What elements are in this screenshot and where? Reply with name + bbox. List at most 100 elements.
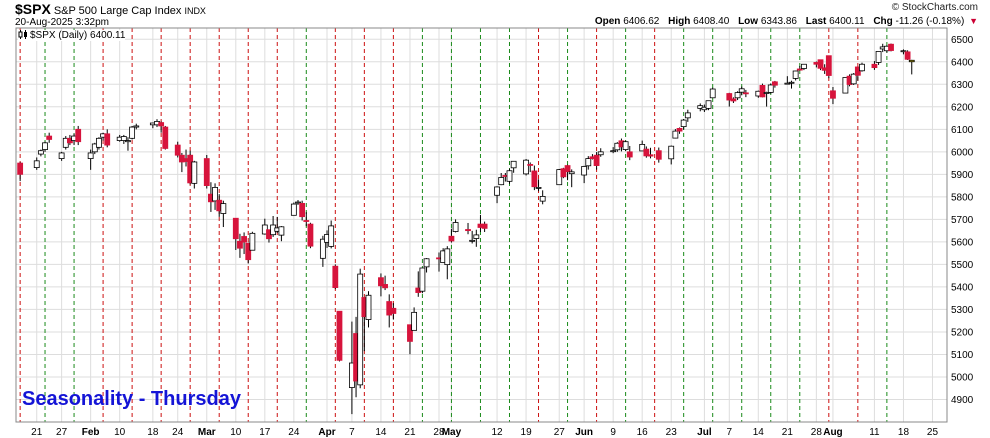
x-tick-label: 14 [753,427,765,438]
candle-body [738,88,745,93]
x-tick-label: 21 [31,427,43,438]
low-value: 6343.86 [760,16,797,27]
x-tick-label: 28 [811,427,823,438]
candle-body [771,81,778,86]
candle [332,264,339,290]
candle [477,214,484,232]
candle-body [668,145,675,160]
candle-body [830,90,836,99]
x-tick-label: 14 [375,427,387,438]
candle [564,164,571,181]
candle [904,50,911,60]
candle-body [535,187,542,189]
candle [792,70,799,81]
candle [726,92,733,107]
candle-body [104,133,111,146]
candle [523,159,529,176]
candle [680,118,687,130]
candle [129,125,136,140]
x-tick-label: 24 [288,427,300,438]
candle-body [871,63,878,69]
candle [535,179,542,192]
x-tick-label: May [442,427,462,438]
y-tick-label: 5000 [951,372,974,383]
candle-body [759,85,766,98]
x-tick-label: 23 [666,427,678,438]
candle [241,232,247,255]
candle [42,141,48,152]
candle [610,147,617,154]
candle [365,291,372,328]
x-tick-label: Jul [697,427,712,438]
candle-body [498,177,505,186]
candle [125,137,131,151]
high-label: High [668,16,691,27]
candle [494,186,500,204]
x-tick-label: 9 [610,427,616,438]
x-tick-label: 27 [56,427,68,438]
candle [510,160,517,173]
candle-body [801,63,807,69]
y-tick-label: 5500 [951,260,974,271]
candle [568,169,575,188]
candle-body [888,43,894,51]
candle-body [560,168,567,178]
chg-value: -11.26 (-0.18%) [895,16,965,27]
candle [120,134,127,144]
candle-body [452,222,459,232]
candle-body [850,73,857,85]
candle-body [245,242,252,261]
candle-body [278,226,285,236]
candle [220,200,227,228]
y-tick-label: 5800 [951,192,974,203]
candle [655,147,662,163]
x-tick-label: Apr [318,427,335,438]
candle-body [407,324,413,342]
y-axis: 4900 5000 5100 5200 5300 5400 5500 5600 5700 5800… [951,35,974,406]
candle-body [610,150,617,153]
candle-body [220,203,227,214]
candle-body [237,240,243,249]
x-tick-label: 17 [259,427,271,438]
candle-body [796,68,803,71]
candle-body [900,50,907,53]
candle-body [120,136,127,141]
candle [597,148,604,157]
candle [382,275,388,291]
candle [871,61,878,70]
candle [411,307,418,331]
candle-body [788,81,795,84]
x-tick-label: Aug [823,427,842,438]
candle [643,146,650,158]
candle-body [763,91,770,94]
candlestick-icon [18,30,27,39]
candle-body [382,284,388,289]
candle [684,109,691,122]
candle-body [299,202,306,218]
candle-body [908,59,915,63]
candle [17,161,24,182]
candle [419,267,426,294]
candle-body [597,151,604,156]
candle-body [676,128,683,132]
candle [498,172,505,186]
candle-body [191,161,198,184]
candle [336,310,343,362]
last-value: 6400.11 [829,16,865,27]
candle-body [444,248,451,266]
chg-down-icon: ▼ [969,16,978,26]
candle-body [581,166,588,176]
candle-body [705,100,712,109]
candle-body [672,130,679,139]
y-tick-label: 5400 [951,282,974,293]
candle [178,152,185,173]
chart-legend: $SPX (Daily) 6400.11 [18,30,126,41]
y-tick-label: 5600 [951,237,974,248]
candle [801,63,807,71]
candle-body [212,187,218,202]
x-tick-label: 18 [898,427,910,438]
candle-body [419,267,426,292]
candle-body [58,152,65,159]
candle-body [17,162,24,175]
open-label: Open [594,16,621,27]
